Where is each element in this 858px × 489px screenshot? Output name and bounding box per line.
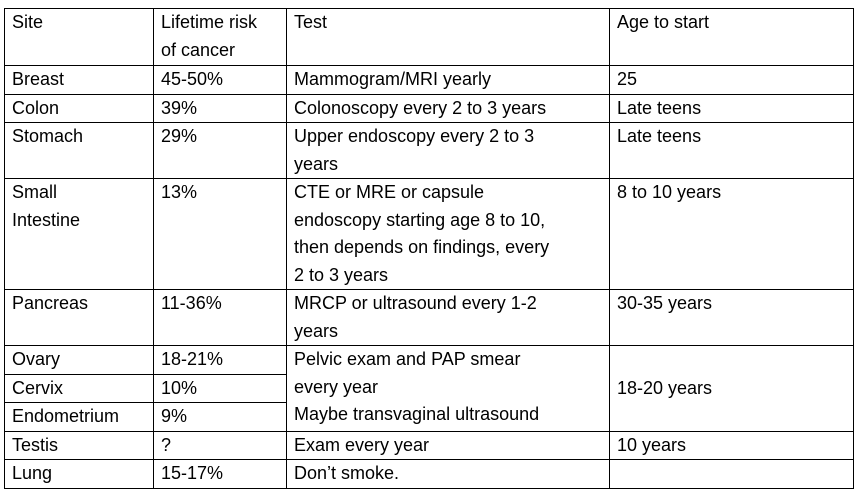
cell-site: Lung <box>4 459 154 489</box>
header-risk-line-1: Lifetime risk <box>161 12 258 32</box>
cell-site: Colon <box>4 93 154 123</box>
cell-age: 8 to 10 years <box>609 178 854 290</box>
cell-age: 30-35 years <box>609 289 854 346</box>
table-row-breast: Breast 45-50% Mammogram/MRI yearly 25 <box>4 65 854 95</box>
cancer-screening-table: Site Lifetime risk of cancer Test Age to… <box>4 8 854 489</box>
header-risk-line-2: of cancer <box>161 39 236 60</box>
cell-risk: 9% <box>153 402 287 432</box>
header-test: Test <box>286 8 610 66</box>
cell-test: CTE or MRE or capsule endoscopy starting… <box>286 178 610 290</box>
cell-site: Breast <box>4 65 154 95</box>
table-row-colon: Colon 39% Colonoscopy every 2 to 3 years… <box>4 93 854 123</box>
table-row-testis: Testis ? Exam every year 10 years <box>4 430 854 460</box>
cell-site: Pancreas <box>4 289 154 346</box>
table-row-cervix: Cervix 10% <box>4 373 854 403</box>
cell-site: Testis <box>4 430 154 460</box>
cell-risk: 18-21% <box>153 345 287 375</box>
cell-risk: 11-36% <box>153 289 287 346</box>
table-row-small-intestine: Small Intestine 13% CTE or MRE or capsul… <box>4 178 854 290</box>
cell-site: Endometrium <box>4 402 154 432</box>
table-row-stomach: Stomach 29% Upper endoscopy every 2 to 3… <box>4 122 854 179</box>
cell-age-gyn-group: 18-20 years <box>609 345 854 432</box>
cell-risk: 29% <box>153 122 287 179</box>
cell-test: Don’t smoke. <box>286 459 610 489</box>
cell-test: MRCP or ultrasound every 1-2 years <box>286 289 610 346</box>
header-site: Site <box>4 8 154 66</box>
cell-risk: 45-50% <box>153 65 287 95</box>
cell-risk: 15-17% <box>153 459 287 489</box>
table-row-pancreas: Pancreas 11-36% MRCP or ultrasound every… <box>4 289 854 346</box>
table-row-ovary: Ovary 18-21% Pelvic exam and PAP smear e… <box>4 345 854 432</box>
cell-age: 10 years <box>609 430 854 460</box>
cell-test-gyn-group: Pelvic exam and PAP smear every year May… <box>286 345 610 432</box>
cell-age: Late teens <box>609 93 854 123</box>
cell-site: Cervix <box>4 373 154 403</box>
cell-risk: ? <box>153 430 287 460</box>
cell-age <box>609 459 854 489</box>
cell-test: Exam every year <box>286 430 610 460</box>
cell-risk: 39% <box>153 93 287 123</box>
cell-age: 25 <box>609 65 854 95</box>
cell-site: Stomach <box>4 122 154 179</box>
header-lifetime-risk: Lifetime risk of cancer <box>153 8 287 66</box>
table-row-lung: Lung 15-17% Don’t smoke. <box>4 459 854 489</box>
cell-test: Mammogram/MRI yearly <box>286 65 610 95</box>
cell-age: Late teens <box>609 122 854 179</box>
header-row: Site Lifetime risk of cancer Test Age to… <box>4 8 854 66</box>
cell-site: Ovary <box>4 345 154 375</box>
header-age-to-start: Age to start <box>609 8 854 66</box>
cell-risk: 13% <box>153 178 287 290</box>
cell-risk: 10% <box>153 373 287 403</box>
cell-site: Small Intestine <box>4 178 154 290</box>
cell-test: Upper endoscopy every 2 to 3 years <box>286 122 610 179</box>
cell-test: Colonoscopy every 2 to 3 years <box>286 93 610 123</box>
table-row-endometrium: Endometrium 9% <box>4 402 854 432</box>
